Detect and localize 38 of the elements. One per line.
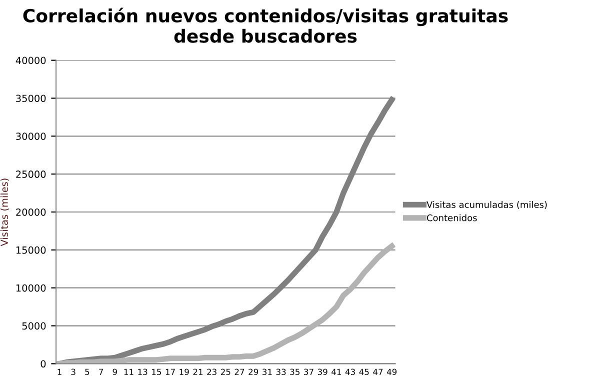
x-tick-label: 23: [207, 368, 216, 376]
x-tick-label: 17: [166, 368, 175, 375]
y-tick-label: 5000: [22, 322, 46, 330]
x-tick-label: 3: [71, 368, 76, 376]
x-tick-label: 27: [234, 368, 244, 375]
x-tick-label: 39: [318, 368, 328, 376]
x-tick-label: 25: [220, 368, 230, 376]
x-tick-label: 35: [290, 368, 300, 376]
x-tick-label: 29: [248, 368, 258, 376]
y-tick-label: 30000: [16, 132, 46, 140]
x-tick-label: 21: [193, 368, 203, 375]
x-tick-label: 1: [58, 368, 62, 375]
x-tick-label: 41: [332, 368, 341, 375]
x-tick-label: 11: [124, 368, 134, 375]
x-tick-label: 5: [85, 368, 90, 376]
y-tick-label: 20000: [16, 208, 46, 216]
x-tick-label: 45: [359, 368, 369, 376]
x-tick-label: 33: [276, 368, 286, 376]
y-tick-label: 25000: [16, 170, 46, 178]
legend-label: Visitas acumuladas (miles): [426, 201, 547, 210]
x-tick-label: 31: [262, 368, 272, 376]
x-tick-label: 13: [138, 368, 148, 376]
legend-label: Contenidos: [426, 214, 477, 222]
y-axis-title: Visitas (miles): [0, 178, 10, 246]
x-tick-label: 19: [180, 368, 189, 376]
y-tick-label: 0: [40, 360, 46, 368]
y-tick-label: 15000: [16, 246, 46, 254]
chart-title: Correlación nuevos contenidos/visitas gratuitas desde buscadores: [23, 8, 508, 43]
x-tick-label: 43: [345, 368, 355, 376]
x-tick-label: 49: [386, 368, 397, 376]
y-tick-label: 35000: [16, 94, 46, 102]
x-tick-label: 9: [112, 368, 117, 376]
x-tick-label: 15: [152, 368, 162, 376]
x-tick-label: 7: [99, 368, 103, 375]
x-tick-label: 47: [373, 368, 383, 375]
y-tick-label: 10000: [16, 284, 46, 292]
x-tick-label: 37: [304, 368, 314, 376]
y-tick-label: 40000: [16, 56, 46, 64]
